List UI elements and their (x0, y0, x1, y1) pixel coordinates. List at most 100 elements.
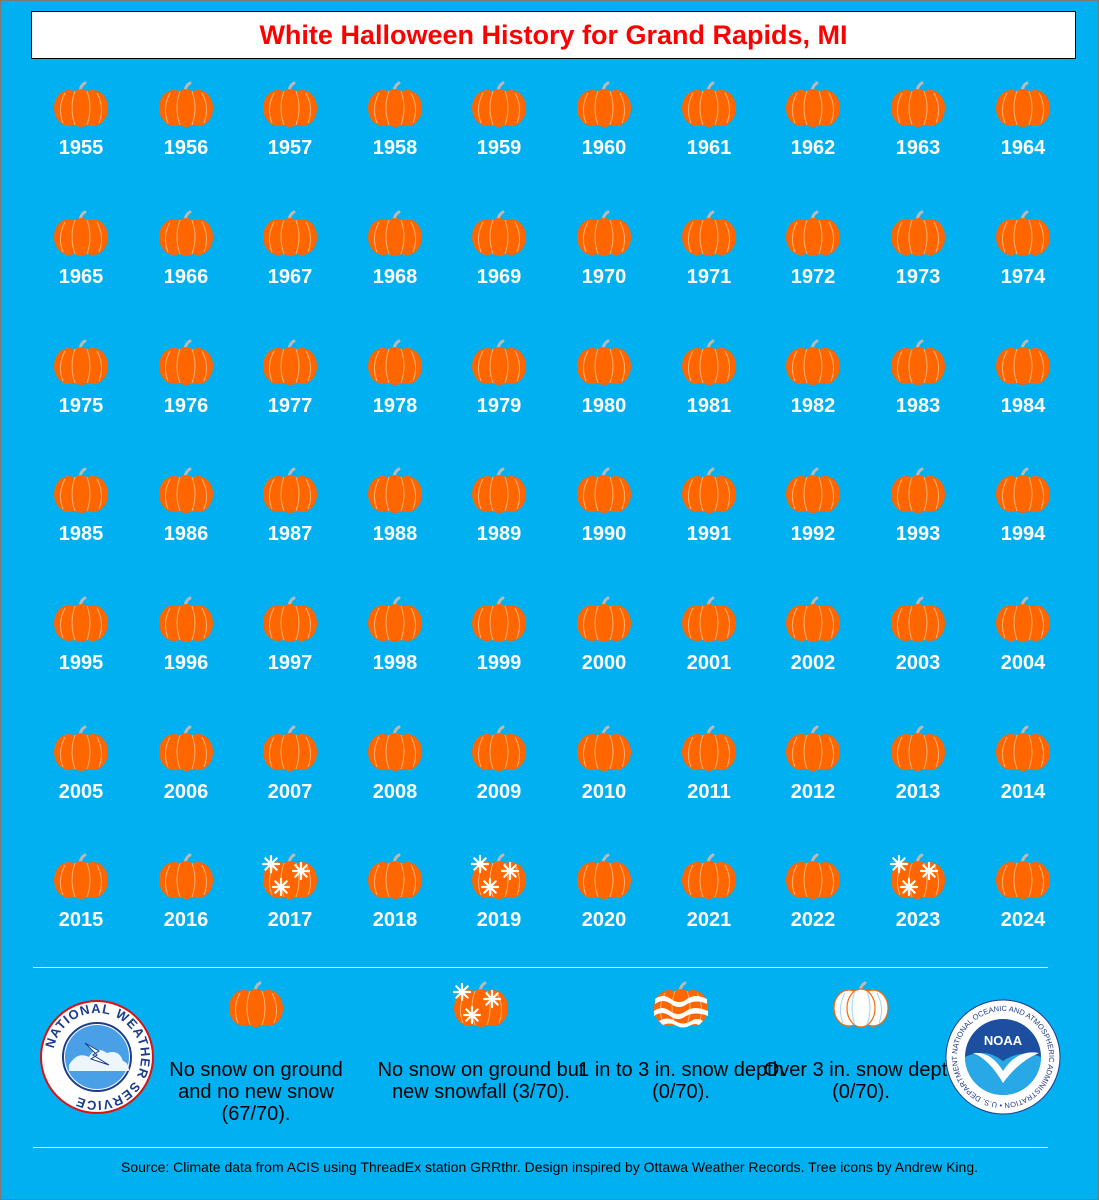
page-title: White Halloween History for Grand Rapids… (259, 19, 848, 50)
year-cell: 1999 (447, 592, 551, 712)
pumpkin-icon (54, 339, 108, 385)
year-label: 2017 (267, 909, 313, 931)
year-cell: 1969 (447, 206, 551, 326)
pumpkin-icon (682, 81, 736, 127)
year-cell: 1996 (134, 592, 238, 712)
year-cell: 2022 (761, 849, 865, 969)
pumpkin-icon (263, 596, 317, 642)
year-label: 1975 (58, 395, 104, 417)
snow-covered-pumpkin-icon (833, 981, 889, 1028)
pumpkin-icon (368, 210, 422, 256)
year-label: 1976 (163, 395, 209, 417)
year-label: 1981 (686, 395, 732, 417)
year-label: 1958 (372, 137, 418, 159)
divider-top (33, 967, 1048, 968)
year-label: 2012 (790, 781, 836, 803)
year-label: 2021 (686, 909, 732, 931)
pumpkin-icon (472, 210, 526, 256)
year-label: 1987 (267, 523, 313, 545)
year-label: 1978 (372, 395, 418, 417)
pumpkin-icon (472, 81, 526, 127)
year-label: 1961 (686, 137, 732, 159)
year-label: 2024 (1000, 909, 1046, 931)
pumpkin-icon (368, 467, 422, 513)
pumpkin-icon (54, 210, 108, 256)
year-label: 1969 (476, 266, 522, 288)
year-cell: 1978 (343, 335, 447, 455)
year-cell: 2024 (971, 849, 1075, 969)
year-label: 2011 (687, 781, 731, 803)
year-label: 2004 (1000, 652, 1046, 674)
pumpkin-icon (577, 596, 631, 642)
pumpkin-icon (786, 210, 840, 256)
pumpkin-icon (786, 596, 840, 642)
pumpkin-icon (891, 467, 945, 513)
noaa-logo-center: NOAA (984, 1033, 1023, 1048)
year-label: 2018 (372, 909, 418, 931)
pumpkin-icon (682, 596, 736, 642)
year-cell: 1984 (971, 335, 1075, 455)
year-label: 2006 (163, 781, 209, 803)
year-cell: 1991 (657, 463, 761, 583)
year-cell: 1998 (343, 592, 447, 712)
year-label: 1964 (1000, 137, 1046, 159)
title-box: White Halloween History for Grand Rapids… (31, 11, 1076, 59)
year-label: 1966 (163, 266, 209, 288)
year-cell: 2002 (761, 592, 865, 712)
year-cell: 1993 (866, 463, 970, 583)
year-cell: 2020 (552, 849, 656, 969)
pumpkin-icon (263, 467, 317, 513)
pumpkin-icon (891, 339, 945, 385)
year-label: 1985 (58, 523, 104, 545)
pumpkin-icon (682, 467, 736, 513)
year-cell: 2014 (971, 721, 1075, 841)
pumpkin-icon (577, 81, 631, 127)
year-label: 2019 (476, 909, 522, 931)
pumpkin-icon (577, 210, 631, 256)
pumpkin-icon (263, 210, 317, 256)
year-label: 1963 (895, 137, 941, 159)
year-label: 2016 (163, 909, 209, 931)
year-cell: 2000 (552, 592, 656, 712)
year-label: 2020 (581, 909, 627, 931)
year-label: 1990 (581, 523, 627, 545)
year-cell: 1979 (447, 335, 551, 455)
year-label: 1982 (790, 395, 836, 417)
year-cell: 1964 (971, 77, 1075, 197)
year-cell: 2004 (971, 592, 1075, 712)
year-label: 2023 (895, 909, 941, 931)
year-label: 1960 (581, 137, 627, 159)
pumpkin-icon (891, 81, 945, 127)
year-cell: 2016 (134, 849, 238, 969)
pumpkin-icon (577, 725, 631, 771)
year-cell: 2019 (447, 849, 551, 969)
year-cell: 1977 (238, 335, 342, 455)
snow-banded-pumpkin-icon (654, 981, 708, 1028)
year-label: 2010 (581, 781, 627, 803)
snowy-pumpkin-icon (452, 981, 508, 1027)
pumpkin-icon (229, 981, 283, 1027)
pumpkin-icon (159, 81, 213, 127)
pumpkin-icon (159, 853, 213, 899)
year-cell: 2021 (657, 849, 761, 969)
pumpkin-icon (891, 725, 945, 771)
year-cell: 2010 (552, 721, 656, 841)
year-cell: 2008 (343, 721, 447, 841)
year-cell: 1986 (134, 463, 238, 583)
year-label: 1968 (372, 266, 418, 288)
year-cell: 1988 (343, 463, 447, 583)
pumpkin-icon (996, 81, 1050, 127)
year-cell: 1963 (866, 77, 970, 197)
pumpkin-icon (786, 725, 840, 771)
pumpkin-icon (682, 210, 736, 256)
year-cell: 1983 (866, 335, 970, 455)
pumpkin-icon (54, 467, 108, 513)
year-cell: 1971 (657, 206, 761, 326)
pumpkin-icon (54, 81, 108, 127)
year-cell: 2013 (866, 721, 970, 841)
pumpkin-icon (472, 467, 526, 513)
legend-text: Over 3 in. snow depth (0/70). (763, 1059, 959, 1103)
pumpkin-icon (54, 853, 108, 899)
year-label: 1984 (1000, 395, 1046, 417)
year-label: 1999 (476, 652, 522, 674)
